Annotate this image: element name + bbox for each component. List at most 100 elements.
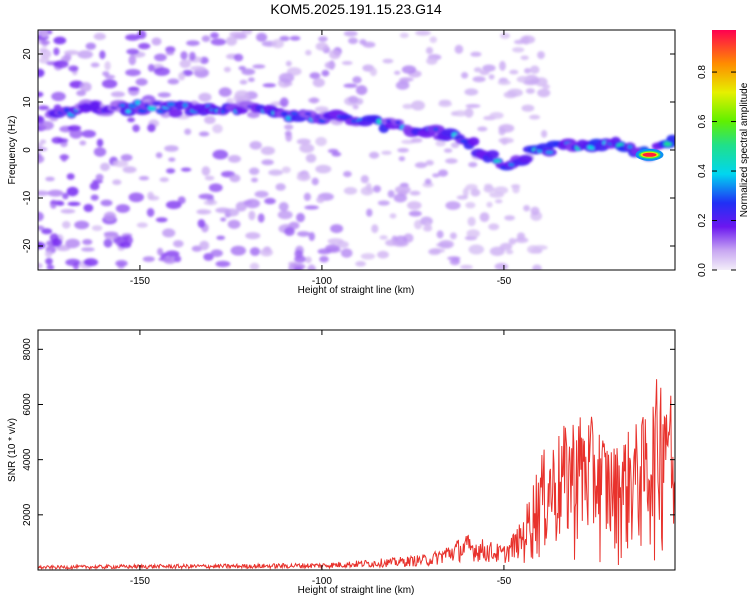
spectrogram-noise-blob bbox=[190, 65, 206, 72]
spectrogram-noise-blob bbox=[104, 61, 111, 71]
spectrogram-noise-blob bbox=[38, 68, 45, 78]
spectrogram-noise-blob bbox=[340, 248, 353, 258]
spectrogram-noise-blob bbox=[39, 120, 54, 131]
spectrogram-noise-blob bbox=[394, 185, 411, 195]
spectrogram-noise-blob bbox=[381, 150, 392, 155]
spectrogram-noise-blob bbox=[122, 166, 137, 174]
spectrogram-noise-blob bbox=[316, 196, 325, 203]
spectrogram-noise-blob bbox=[157, 92, 171, 98]
spectrogram-noise-blob bbox=[435, 140, 446, 147]
spectrogram-noise-blob bbox=[127, 117, 135, 123]
spectrogram-noise-blob bbox=[525, 88, 536, 94]
snr-panel: -150 -100 -50 2000 4000 6000 8000 Height of st… bbox=[7, 329, 676, 596]
snr-ytick-label: 6000 bbox=[22, 393, 33, 416]
spectrogram-noise-blob bbox=[153, 67, 170, 76]
spectrogram-noise-blob bbox=[104, 231, 119, 240]
spectrogram-noise-blob bbox=[147, 191, 155, 200]
spectrogram-noise-blob bbox=[241, 68, 256, 76]
spectrogram-noise-blob bbox=[162, 228, 176, 238]
spectrogram-noise-blob bbox=[103, 211, 116, 222]
spectrogram-noise-blob bbox=[343, 30, 358, 37]
spectrogram-noise-blob bbox=[151, 37, 162, 46]
spectrogram-noise-blob bbox=[96, 138, 104, 147]
spectrogram-noise-blob bbox=[154, 53, 167, 62]
spectrogram-noise-blob bbox=[180, 167, 192, 172]
spectrogram-noise-blob bbox=[93, 32, 106, 41]
spectrogram-noise-blob bbox=[180, 51, 188, 60]
spectrogram-noise-blob bbox=[499, 60, 506, 71]
spectrogram-noise-blob bbox=[215, 260, 231, 268]
spectrogram-noise-blob bbox=[81, 247, 95, 252]
spectrogram-noise-blob bbox=[498, 127, 506, 136]
spectrogram-noise-blob bbox=[93, 147, 107, 157]
spectrogram-noise-blob bbox=[438, 240, 454, 249]
spectrogram-noise-blob bbox=[285, 60, 292, 67]
spectrogram-noise-blob bbox=[142, 256, 155, 262]
spectrogram-ridge-blob bbox=[518, 154, 533, 164]
spectrogram-noise-blob bbox=[127, 86, 140, 91]
spectrogram-noise-blob bbox=[61, 154, 68, 162]
spectrogram-noise-blob bbox=[227, 219, 241, 229]
spectrogram-noise-blob bbox=[454, 44, 464, 54]
spectrogram-noise-blob bbox=[81, 130, 97, 138]
spectrogram-noise-blob bbox=[279, 35, 290, 42]
spectrogram-noise-blob bbox=[83, 258, 99, 267]
spectrogram-noise-blob bbox=[146, 208, 155, 217]
spectrogram-ridge-blob bbox=[486, 150, 500, 159]
spectrogram-noise-blob bbox=[305, 49, 312, 56]
spectrogram-noise-blob bbox=[468, 244, 485, 255]
spectrogram-noise-blob bbox=[488, 74, 495, 80]
spectrogram-noise-blob bbox=[57, 138, 69, 143]
spectrogram-noise-blob bbox=[74, 220, 90, 230]
spectrogram-noise-blob bbox=[362, 41, 376, 48]
spectrogram-noise-blob bbox=[315, 136, 327, 147]
spectrogram-noise-blob bbox=[443, 148, 453, 153]
snr-ytick-label: 8000 bbox=[22, 338, 33, 361]
colorbar-tick-label: 0.2 bbox=[697, 213, 708, 227]
spectrogram-noise-blob bbox=[203, 253, 214, 261]
spectrogram-noise-blob bbox=[69, 129, 83, 139]
spectrogram-noise-blob bbox=[85, 42, 97, 50]
spectrogram-noise-blob bbox=[203, 200, 218, 206]
spectrogram-noise-blob bbox=[242, 200, 253, 205]
spectrogram-noise-blob bbox=[312, 78, 325, 88]
spectrogram-noise-blob bbox=[369, 67, 377, 77]
spectrogram-noise-blob bbox=[132, 124, 140, 133]
spectrogram-noise-blob bbox=[498, 137, 514, 144]
spectrogram-noise-blob bbox=[198, 131, 210, 137]
snr-ticks: -150 -100 -50 2000 4000 6000 8000 bbox=[22, 330, 675, 587]
spectrogram-noise-blob bbox=[229, 31, 245, 37]
spectrogram-noise-blob bbox=[395, 81, 410, 90]
spectrogram-noise-blob bbox=[186, 40, 200, 46]
spectrogram-noise-blob bbox=[120, 154, 133, 162]
spectrogram-noise-blob bbox=[308, 97, 320, 104]
spectrogram-noise-blob bbox=[507, 88, 523, 97]
spectrogram-noise-blob bbox=[38, 57, 50, 64]
spectrogram-noise-blob bbox=[278, 72, 295, 83]
spectrogram-noise-blob bbox=[38, 262, 43, 269]
spectrogram-ridge-core bbox=[385, 119, 392, 123]
spectrogram-noise-blob bbox=[191, 245, 203, 252]
spectrogram-noise-blob bbox=[279, 97, 289, 108]
spectrogram-ytick-label: 20 bbox=[22, 48, 33, 60]
spectrogram-noise-blob bbox=[229, 174, 241, 183]
spectrogram-noise-blob bbox=[56, 244, 71, 252]
spectrogram-noise-blob bbox=[409, 190, 421, 196]
spectrogram-noise-blob bbox=[373, 185, 381, 193]
spectrogram-noise-blob bbox=[125, 69, 141, 77]
colorbar-gradient bbox=[712, 30, 736, 270]
spectrogram-noise-blob bbox=[220, 217, 227, 222]
colorbar-tick-label: 0.0 bbox=[697, 263, 708, 277]
spectrogram-noise-blob bbox=[147, 64, 155, 72]
spectrogram-noise-blob bbox=[136, 222, 148, 228]
spectrogram-ridge-core bbox=[493, 159, 502, 163]
spectrogram-noise-blob bbox=[432, 173, 440, 178]
spectrogram-noise-blob bbox=[233, 53, 244, 62]
spectrogram-ytick-label: -20 bbox=[22, 238, 33, 253]
spectrogram-noise-blob bbox=[277, 210, 293, 220]
spectrogram-noise-blob bbox=[452, 257, 460, 263]
spectrogram-noise-blob bbox=[38, 190, 49, 196]
spectrogram-noise-blob bbox=[38, 91, 44, 98]
spectrogram-noise-blob bbox=[230, 245, 246, 256]
spectrogram-ridge-core bbox=[545, 150, 554, 154]
